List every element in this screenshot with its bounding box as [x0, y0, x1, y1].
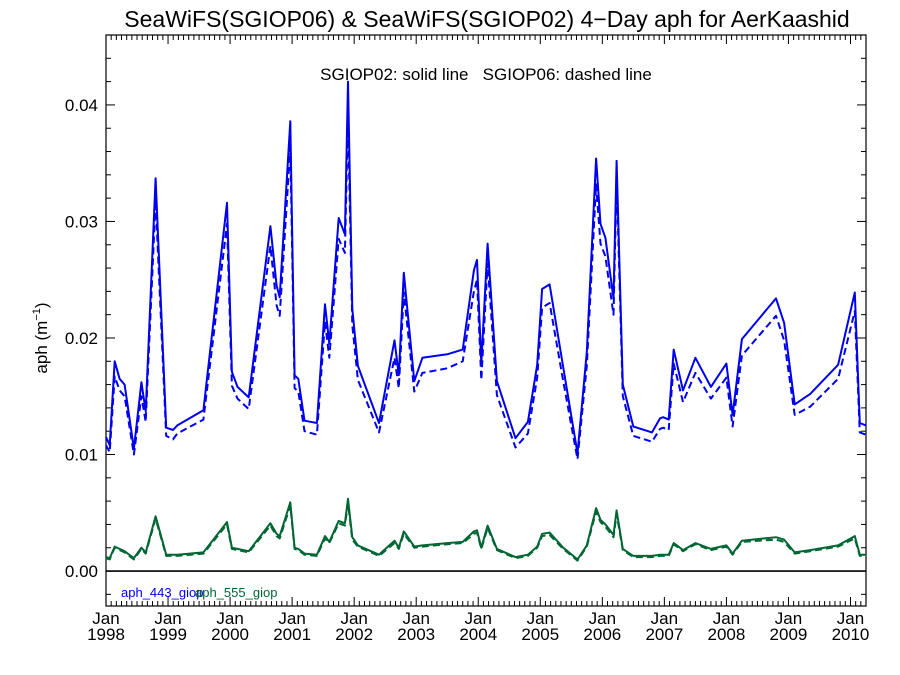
x-tick-label-year: 1999 — [149, 625, 187, 644]
x-tick-label-year: 2008 — [707, 625, 745, 644]
x-tick-label-month: Jan — [154, 609, 181, 628]
x-tick-label-month: Jan — [402, 609, 429, 628]
y-tick-label: 0.02 — [65, 329, 98, 348]
x-tick-label-year: 2004 — [459, 625, 497, 644]
x-tick-label-month: Jan — [92, 609, 119, 628]
y-tick-label: 0.04 — [65, 96, 98, 115]
plot-area: 0.000.010.020.030.04Jan1998Jan1999Jan200… — [65, 34, 870, 644]
y-axis-label-close: ) — [32, 302, 51, 308]
plot-frame — [105, 34, 867, 607]
y-axis-label-text: aph (m — [32, 321, 51, 374]
series-line-2 — [105, 497, 866, 561]
series-line-0 — [105, 80, 867, 455]
legend-label: aph_443_giop — [121, 585, 203, 600]
x-tick-label-month: Jan — [713, 609, 740, 628]
y-tick-label: 0.01 — [65, 446, 98, 465]
x-tick-label-month: Jan — [340, 609, 367, 628]
x-tick-label-month: Jan — [527, 609, 554, 628]
series-line-1 — [105, 115, 867, 461]
line-style-annotation: SGIOP02: solid line SGIOP06: dashed line — [320, 65, 652, 84]
x-tick-label-month: Jan — [216, 609, 243, 628]
x-tick-label-month: Jan — [465, 609, 492, 628]
x-tick-label-year: 2009 — [770, 625, 808, 644]
y-axis-label-exponent: −1 — [31, 308, 43, 321]
chart-title: SeaWiFS(SGIOP06) & SeaWiFS(SGIOP02) 4−Da… — [124, 6, 849, 32]
x-tick-label-month: Jan — [651, 609, 678, 628]
y-tick-label: 0.00 — [65, 562, 98, 581]
x-tick-label-year: 2007 — [645, 625, 683, 644]
x-tick-label-year: 2005 — [521, 625, 559, 644]
x-tick-label-year: 2010 — [832, 625, 870, 644]
x-tick-label-year: 2001 — [273, 625, 311, 644]
x-tick-label-year: 2003 — [397, 625, 435, 644]
x-tick-label-month: Jan — [589, 609, 616, 628]
series-line-3 — [105, 502, 866, 562]
y-axis-label: aph (m−1) — [31, 302, 51, 373]
x-tick-label-year: 2006 — [583, 625, 621, 644]
x-tick-label-month: Jan — [775, 609, 802, 628]
x-tick-label-year: 2000 — [211, 625, 249, 644]
y-tick-label: 0.03 — [65, 212, 98, 231]
x-tick-label-year: 2002 — [335, 625, 373, 644]
x-tick-label-month: Jan — [837, 609, 864, 628]
x-tick-label-year: 1998 — [87, 625, 125, 644]
x-tick-label-month: Jan — [278, 609, 305, 628]
legend-label: aph_555_giop — [195, 585, 277, 600]
